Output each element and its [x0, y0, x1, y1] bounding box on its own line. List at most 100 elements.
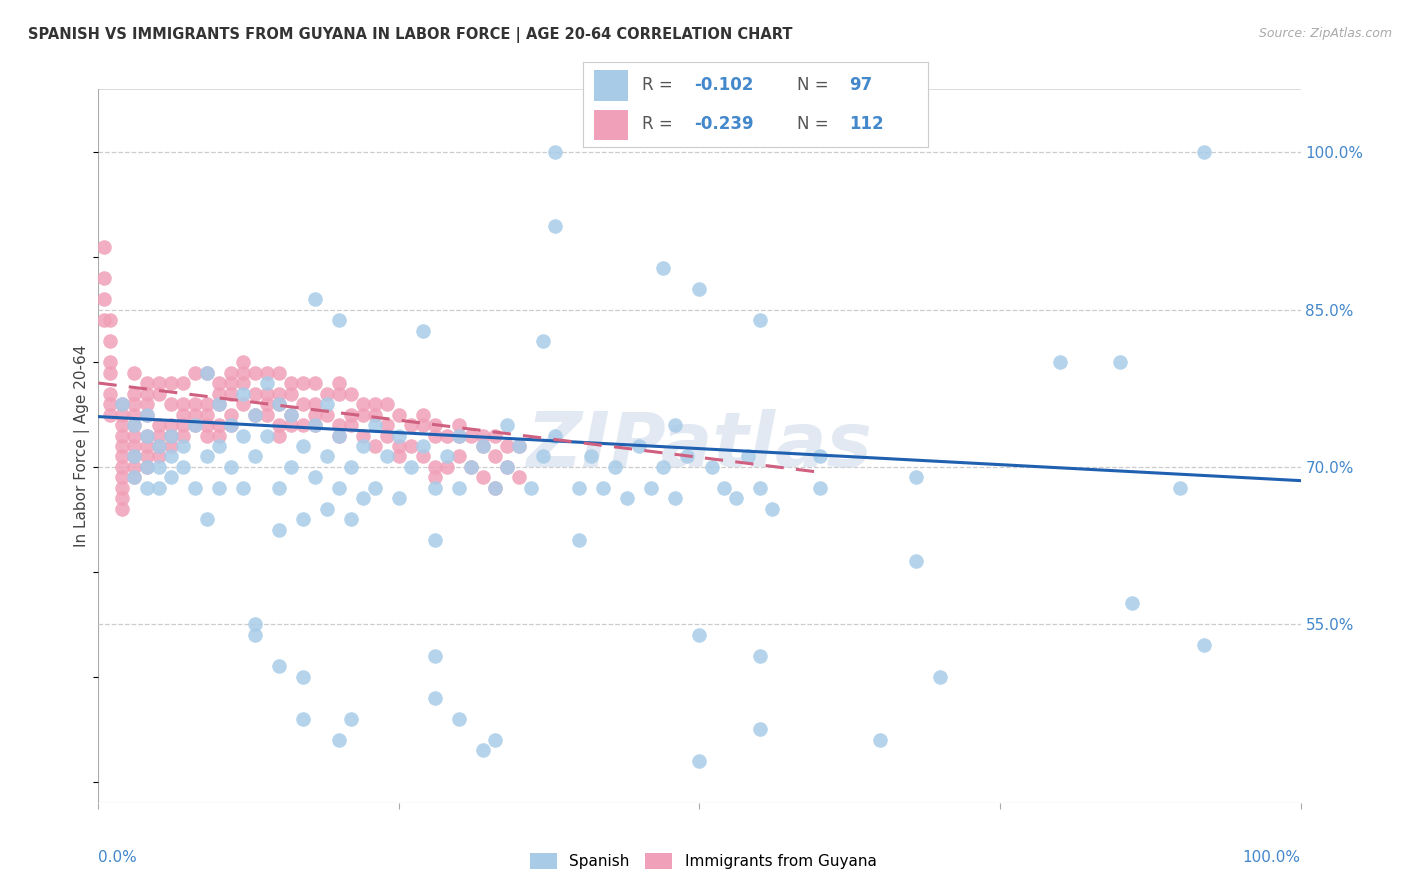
Point [447, 428, 470, 442]
Point [484, 450, 506, 464]
Point [124, 450, 146, 464]
Point [496, 460, 519, 475]
Point [364, 439, 387, 453]
Point [100, 355, 122, 369]
Point [195, 397, 218, 411]
Point [148, 386, 170, 401]
Point [423, 460, 446, 475]
Point [219, 386, 242, 401]
Point [375, 450, 398, 464]
Point [124, 386, 146, 401]
Point [280, 408, 302, 422]
Point [808, 481, 831, 495]
Point [267, 428, 290, 442]
Point [904, 554, 927, 568]
Point [100, 386, 122, 401]
Point [412, 439, 434, 453]
Point [640, 481, 662, 495]
Point [496, 439, 519, 453]
Point [340, 417, 363, 432]
Point [304, 376, 326, 390]
Point [436, 428, 458, 442]
Point [135, 428, 157, 442]
Point [748, 648, 770, 663]
Point [159, 397, 181, 411]
Point [484, 481, 506, 495]
Point [412, 408, 434, 422]
Point [232, 386, 254, 401]
Point [291, 417, 314, 432]
Point [1194, 639, 1216, 653]
Point [928, 670, 950, 684]
Point [508, 439, 530, 453]
Point [544, 428, 567, 442]
Point [328, 481, 350, 495]
Point [100, 334, 122, 348]
Point [315, 386, 337, 401]
Point [124, 366, 146, 380]
Point [460, 428, 482, 442]
Point [328, 376, 350, 390]
Point [388, 439, 411, 453]
Point [243, 408, 266, 422]
Point [232, 376, 254, 390]
Point [447, 712, 470, 726]
Point [135, 460, 157, 475]
Point [544, 145, 567, 160]
Text: R =: R = [643, 115, 673, 133]
Point [111, 417, 134, 432]
Point [111, 408, 134, 422]
Point [447, 428, 470, 442]
Point [219, 417, 242, 432]
Point [676, 450, 699, 464]
Point [256, 366, 278, 380]
Point [304, 470, 326, 484]
Point [183, 417, 205, 432]
Point [172, 439, 194, 453]
Point [124, 417, 146, 432]
Point [472, 470, 495, 484]
Point [689, 628, 711, 642]
Point [352, 428, 374, 442]
Point [472, 428, 495, 442]
Point [447, 417, 470, 432]
Point [423, 481, 446, 495]
Point [399, 439, 422, 453]
Point [208, 386, 231, 401]
Text: 97: 97 [849, 77, 872, 95]
Point [159, 439, 181, 453]
Point [148, 417, 170, 432]
Point [124, 397, 146, 411]
Point [291, 670, 314, 684]
Point [737, 450, 759, 464]
Point [375, 417, 398, 432]
Point [352, 491, 374, 506]
Point [219, 366, 242, 380]
Point [243, 408, 266, 422]
Point [172, 408, 194, 422]
FancyBboxPatch shape [593, 110, 628, 140]
Point [315, 502, 337, 516]
Point [208, 481, 231, 495]
Point [1049, 355, 1071, 369]
Point [124, 450, 146, 464]
Point [124, 428, 146, 442]
Y-axis label: In Labor Force | Age 20-64: In Labor Force | Age 20-64 [75, 345, 90, 547]
Point [399, 460, 422, 475]
Point [148, 376, 170, 390]
Point [172, 376, 194, 390]
Point [664, 417, 686, 432]
Point [183, 397, 205, 411]
Point [256, 376, 278, 390]
Point [159, 450, 181, 464]
Point [340, 408, 363, 422]
Legend: Spanish, Immigrants from Guyana: Spanish, Immigrants from Guyana [523, 847, 883, 875]
Point [291, 712, 314, 726]
Point [544, 219, 567, 233]
Text: ZIPatlas: ZIPatlas [526, 409, 873, 483]
Point [291, 439, 314, 453]
Point [172, 460, 194, 475]
Point [208, 428, 231, 442]
Point [352, 439, 374, 453]
Point [267, 366, 290, 380]
